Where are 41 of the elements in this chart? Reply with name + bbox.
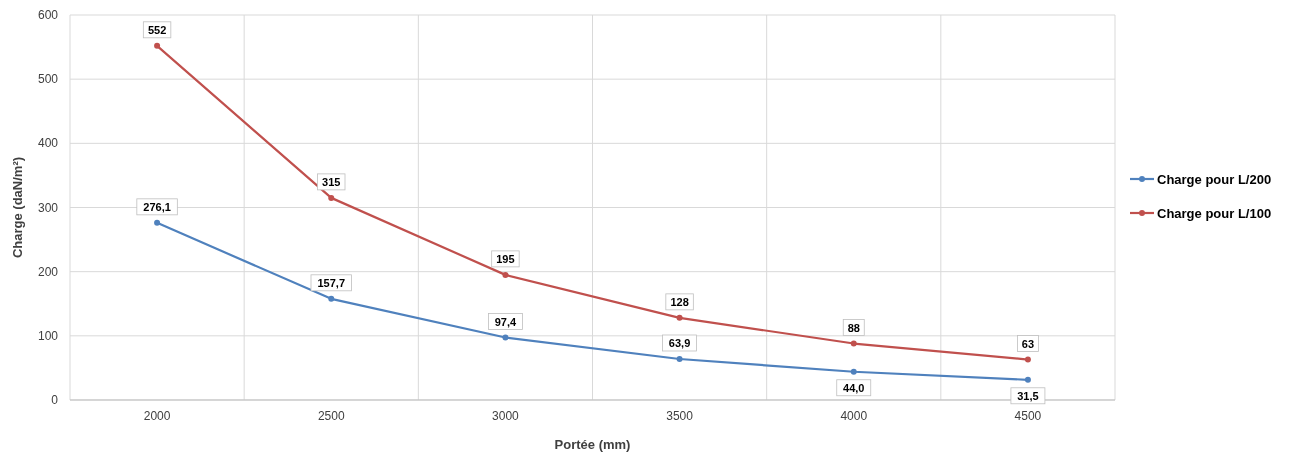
x-tick-label: 3500 <box>666 409 694 423</box>
point <box>676 314 683 321</box>
data-label: 276,1 <box>143 200 171 213</box>
point <box>850 368 857 375</box>
point <box>502 271 509 278</box>
data-label: 31,5 <box>1017 389 1039 402</box>
point <box>850 340 857 347</box>
x-tick-label: 3000 <box>492 409 520 423</box>
y-tick-label: 400 <box>37 136 59 151</box>
data-label: 44,0 <box>843 381 865 394</box>
y-tick-label: 500 <box>37 72 59 87</box>
point <box>328 194 335 201</box>
point <box>154 219 161 226</box>
point <box>1024 376 1031 383</box>
point <box>328 295 335 302</box>
y-tick-label: 200 <box>37 264 59 279</box>
legend-label: Charge pour L/100 <box>1157 205 1272 221</box>
x-tick-label: 2000 <box>143 409 171 423</box>
point <box>1024 356 1031 363</box>
x-tick-label: 4500 <box>1014 409 1042 423</box>
x-tick-label: 4000 <box>840 409 868 423</box>
y-axis-title: Charge (daN/m²) <box>10 156 25 259</box>
x-axis-title: Portée (mm) <box>554 437 631 452</box>
x-tick-label: 2500 <box>317 409 345 423</box>
data-label: 97,4 <box>494 315 517 328</box>
data-label: 63 <box>1021 337 1035 350</box>
point <box>676 356 683 362</box>
y-tick-label: 300 <box>37 200 59 215</box>
data-label: 195 <box>496 252 515 265</box>
data-label: 552 <box>147 23 167 36</box>
point <box>154 42 161 49</box>
data-label: 88 <box>847 321 860 334</box>
data-label: 63,9 <box>668 337 691 349</box>
y-tick-label: 100 <box>37 328 59 343</box>
legend-label: Charge pour L/200 <box>1157 171 1272 187</box>
data-label: 128 <box>670 295 689 308</box>
y-tick-label: 0 <box>51 393 59 407</box>
data-label: 315 <box>322 175 341 188</box>
y-tick-label: 600 <box>37 8 59 22</box>
point <box>502 334 509 341</box>
data-label: 157,7 <box>317 276 346 289</box>
